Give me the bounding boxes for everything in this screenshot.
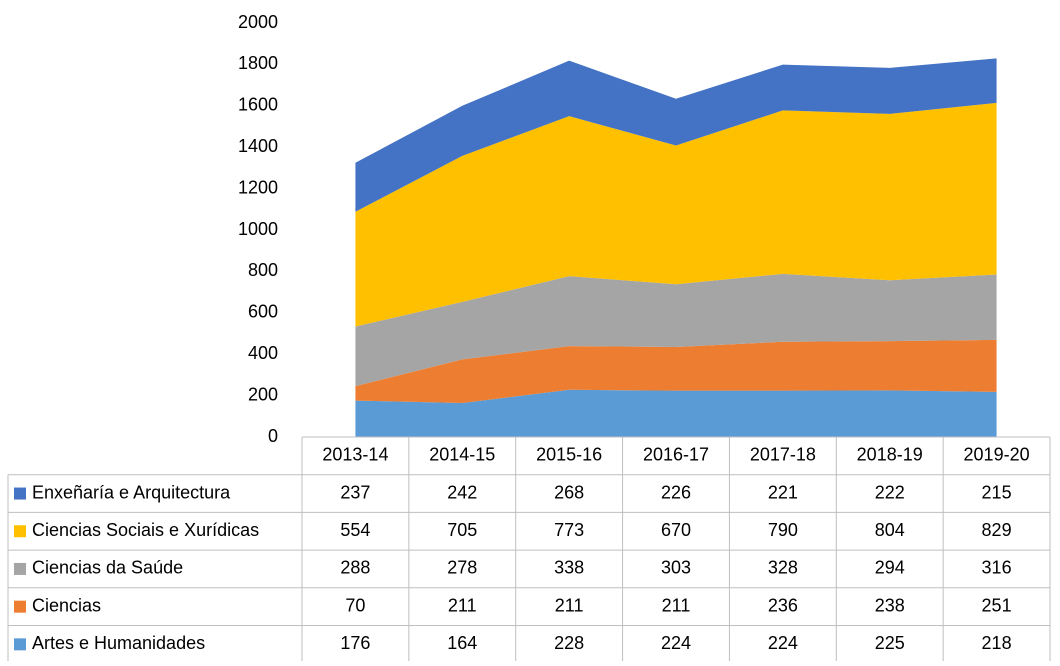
x-tick-label: 2013-14 bbox=[322, 445, 388, 465]
legend-label: Enxeñaría e Arquitectura bbox=[32, 482, 231, 502]
table-value: 211 bbox=[555, 595, 584, 615]
legend-label: Ciencias Sociais e Xurídicas bbox=[32, 520, 259, 540]
y-tick-label: 1400 bbox=[238, 136, 278, 156]
x-tick-label: 2018-19 bbox=[857, 445, 923, 465]
area bbox=[355, 58, 997, 212]
table-value: 70 bbox=[345, 595, 365, 615]
table-value: 303 bbox=[661, 558, 691, 578]
table-value: 251 bbox=[982, 595, 1012, 615]
table-value: 211 bbox=[448, 595, 477, 615]
table-value: 164 bbox=[447, 633, 477, 653]
table-value: 268 bbox=[554, 482, 584, 502]
table-value: 224 bbox=[768, 633, 798, 653]
table-value: 338 bbox=[554, 558, 584, 578]
table-value: 226 bbox=[661, 482, 691, 502]
x-tick-label: 2015-16 bbox=[536, 445, 602, 465]
x-tick-label: 2019-20 bbox=[964, 445, 1030, 465]
y-tick-label: 1200 bbox=[238, 177, 278, 197]
table-value: 670 bbox=[661, 520, 691, 540]
x-tick-label: 2014-15 bbox=[429, 445, 495, 465]
y-tick-label: 400 bbox=[248, 343, 278, 363]
table-value: 278 bbox=[447, 558, 477, 578]
y-tick-label: 0 bbox=[268, 426, 278, 446]
area bbox=[355, 102, 997, 327]
y-tick-label: 600 bbox=[248, 302, 278, 322]
legend-swatch bbox=[14, 525, 26, 538]
table-value: 288 bbox=[340, 558, 370, 578]
table-value: 316 bbox=[982, 558, 1012, 578]
y-tick-label: 1600 bbox=[238, 95, 278, 115]
y-tick-label: 2000 bbox=[238, 12, 278, 32]
legend-swatch bbox=[14, 562, 26, 575]
table-value: 554 bbox=[340, 520, 370, 540]
table-value: 211 bbox=[662, 595, 691, 615]
legend-swatch bbox=[14, 638, 26, 651]
table-value: 176 bbox=[340, 633, 370, 653]
table-value: 224 bbox=[661, 633, 691, 653]
area bbox=[355, 339, 997, 404]
table-value: 215 bbox=[982, 482, 1012, 502]
table-value: 294 bbox=[875, 558, 905, 578]
table-value: 237 bbox=[340, 482, 370, 502]
y-tick-label: 1800 bbox=[238, 53, 278, 73]
area bbox=[355, 389, 997, 437]
legend-label: Ciencias bbox=[32, 595, 101, 615]
legend-label: Ciencias da Saúde bbox=[32, 558, 183, 578]
y-tick-label: 1000 bbox=[238, 219, 278, 239]
table-value: 236 bbox=[768, 595, 798, 615]
table-value: 804 bbox=[875, 520, 905, 540]
table-value: 218 bbox=[982, 633, 1012, 653]
table-value: 222 bbox=[875, 482, 905, 502]
x-tick-label: 2017-18 bbox=[750, 445, 816, 465]
table-value: 225 bbox=[875, 633, 905, 653]
y-tick-label: 800 bbox=[248, 260, 278, 280]
x-tick-label: 2016-17 bbox=[643, 445, 709, 465]
table-value: 238 bbox=[875, 595, 905, 615]
table-value: 221 bbox=[768, 482, 798, 502]
y-tick-label: 200 bbox=[248, 384, 278, 404]
table-value: 705 bbox=[447, 520, 477, 540]
area bbox=[355, 273, 997, 387]
table-value: 790 bbox=[768, 520, 798, 540]
legend-swatch bbox=[14, 487, 26, 500]
table-value: 773 bbox=[554, 520, 584, 540]
table-value: 242 bbox=[447, 482, 477, 502]
table-value: 328 bbox=[768, 558, 798, 578]
table-value: 228 bbox=[554, 633, 584, 653]
legend-swatch bbox=[14, 600, 26, 613]
table-value: 829 bbox=[982, 520, 1012, 540]
legend-label: Artes e Humanidades bbox=[32, 633, 205, 653]
